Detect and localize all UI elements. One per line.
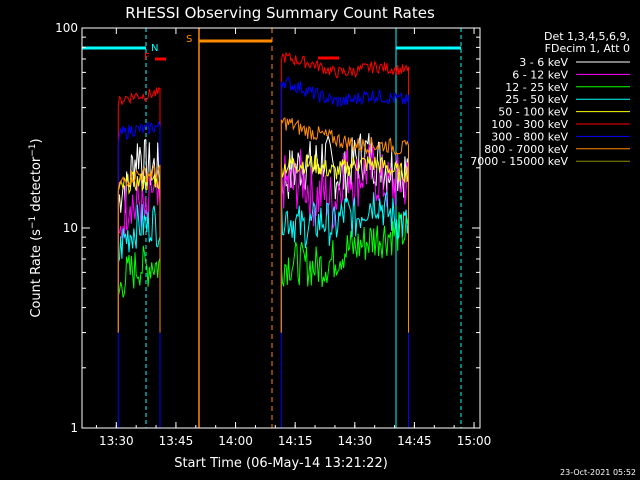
series-line [280, 154, 409, 333]
legend-label: 300 - 800 keV [491, 130, 568, 143]
x-tick-label: 14:30 [338, 434, 373, 448]
legend-header-2: FDecim 1, Att 0 [545, 42, 630, 55]
legend-label: 6 - 12 keV [512, 68, 568, 81]
series-line [280, 190, 409, 333]
x-tick-label: 14:00 [218, 434, 253, 448]
series-line [280, 76, 409, 428]
series-line [117, 138, 161, 333]
series-line [117, 245, 161, 333]
y-tick-label: 10 [63, 221, 78, 235]
x-tick-label: 14:45 [397, 434, 432, 448]
legend-label: 800 - 7000 keV [484, 143, 568, 156]
series-line [117, 164, 161, 333]
series-line [117, 86, 161, 333]
series-line [117, 203, 161, 333]
legend-label: 100 - 300 keV [491, 118, 568, 131]
saa-flag-s: S [186, 34, 192, 45]
y-tick-label: 100 [55, 21, 78, 35]
x-tick-label: 13:45 [159, 434, 194, 448]
x-tick-label: 14:15 [278, 434, 313, 448]
x-tick-label: 13:30 [99, 434, 134, 448]
legend-header-1: Det 1,3,4,5,6,9, [544, 30, 630, 43]
flare-flag-f: F [144, 52, 150, 63]
series-line [117, 121, 161, 428]
y-axis-label: Count Rate (s−1 detector−1) [28, 138, 44, 317]
legend-label: 7000 - 15000 keV [470, 155, 568, 168]
tick-layer: 13:30 13:45 14:00 14:15 14:30 14:45 15:00 1 10 10… [55, 21, 491, 448]
legend-label: 12 - 25 keV [505, 81, 568, 94]
y-tick-label: 1 [70, 421, 78, 435]
chart-title: RHESSI Observing Summary Count Rates [125, 4, 435, 22]
series-line [117, 171, 161, 333]
legend: Det 1,3,4,5,6,9, FDecim 1, Att 0 3 - 6 k… [470, 30, 630, 168]
legend-label: 3 - 6 keV [519, 56, 568, 69]
series-line [117, 173, 161, 333]
night-flag-n: N [151, 43, 158, 54]
x-axis-label: Start Time (06-May-14 13:21:22) [174, 456, 388, 471]
series-line [280, 211, 409, 333]
series-layer [117, 51, 409, 428]
series-line [280, 51, 409, 333]
footer-date: 23-Oct-2021 05:52 [560, 468, 636, 477]
x-tick-label: 15:00 [457, 434, 492, 448]
legend-label: 50 - 100 keV [498, 106, 568, 119]
legend-label: 25 - 50 keV [505, 93, 568, 106]
series-line [280, 116, 409, 333]
